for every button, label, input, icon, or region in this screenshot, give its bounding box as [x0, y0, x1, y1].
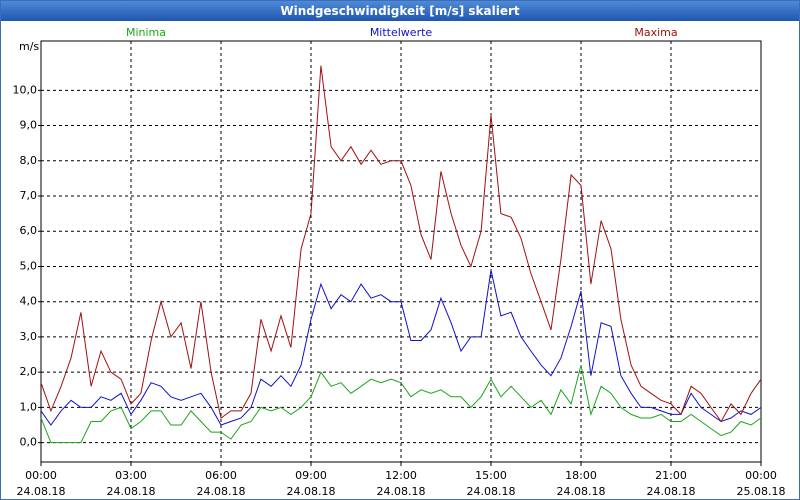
x-tick-date: 24.08.18 [17, 485, 66, 498]
y-axis-label: m/s [19, 40, 39, 53]
y-tick-label: 9,0 [20, 119, 38, 132]
x-tick-date: 24.08.18 [377, 485, 426, 498]
y-tick-label: 5,0 [20, 259, 38, 272]
x-tick-label: 18:00 [565, 469, 597, 482]
y-tick-label: 2,0 [20, 365, 38, 378]
x-tick-label: 21:00 [655, 469, 687, 482]
x-tick-label: 03:00 [115, 469, 147, 482]
x-tick-date: 24.08.18 [107, 485, 156, 498]
legend-entry: Mittelwerte [370, 26, 433, 39]
series-line [40, 364, 762, 444]
x-tick-label: 06:00 [205, 469, 237, 482]
y-tick-label: 3,0 [20, 330, 38, 343]
x-tick-label: 09:00 [295, 469, 327, 482]
series-line [40, 269, 762, 426]
x-tick-date: 24.08.18 [197, 485, 246, 498]
x-tick-date: 24.08.18 [557, 485, 606, 498]
x-tick-date: 24.08.18 [287, 485, 336, 498]
series-line [40, 65, 762, 423]
legend-entry: Maxima [634, 26, 677, 39]
x-tick-label: 15:00 [475, 469, 507, 482]
window-title: Windgeschwindigkeit [m/s] skaliert [1, 1, 799, 21]
plot-frame [40, 40, 762, 463]
x-tick-date: 25.08.18 [737, 485, 786, 498]
y-tick-label: 0,0 [20, 436, 38, 449]
x-tick-date: 24.08.18 [467, 485, 516, 498]
y-tick-label: 7,0 [20, 189, 38, 202]
x-tick-label: 12:00 [385, 469, 417, 482]
legend-entry: Minima [126, 26, 166, 39]
y-tick-label: 6,0 [20, 224, 38, 237]
y-tick-label: 10,0 [13, 83, 38, 96]
x-tick-label: 00:00 [25, 469, 57, 482]
y-tick-label: 4,0 [20, 295, 38, 308]
x-tick-date: 24.08.18 [647, 485, 696, 498]
x-tick-label: 00:00 [745, 469, 777, 482]
y-tick-label: 1,0 [20, 400, 38, 413]
y-tick-label: 8,0 [20, 154, 38, 167]
